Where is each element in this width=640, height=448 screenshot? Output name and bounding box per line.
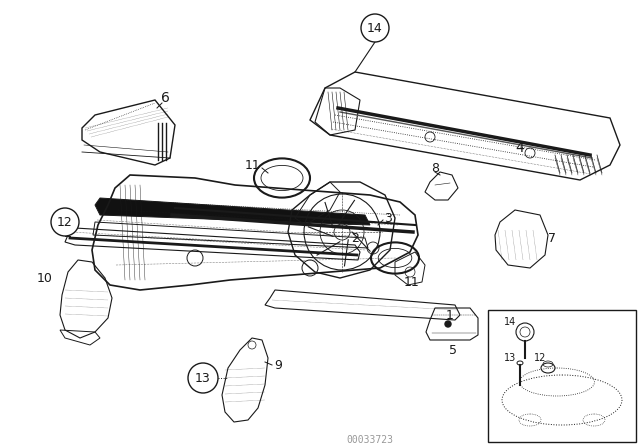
Text: 3: 3 [384,211,392,224]
Text: 13: 13 [504,353,516,363]
Text: 14: 14 [504,317,516,327]
Text: 13: 13 [195,371,211,384]
Circle shape [445,321,451,327]
Text: 11: 11 [404,276,420,289]
Text: 9: 9 [274,358,282,371]
Text: 8: 8 [431,161,439,175]
Text: 1: 1 [446,309,454,322]
Text: 14: 14 [367,22,383,34]
Text: 11: 11 [245,159,261,172]
Text: 10: 10 [37,271,53,284]
Text: 2: 2 [351,232,359,245]
Text: 5: 5 [449,344,457,357]
Circle shape [361,14,389,42]
Bar [488,310,636,442]
Text: 12: 12 [534,353,546,363]
Circle shape [51,208,79,236]
Text: 6: 6 [161,91,170,105]
Text: 00033723: 00033723 [346,435,394,445]
Polygon shape [95,198,370,225]
Text: 12: 12 [57,215,73,228]
Circle shape [188,363,218,393]
Text: 4: 4 [516,141,524,155]
Text: 7: 7 [548,232,556,245]
